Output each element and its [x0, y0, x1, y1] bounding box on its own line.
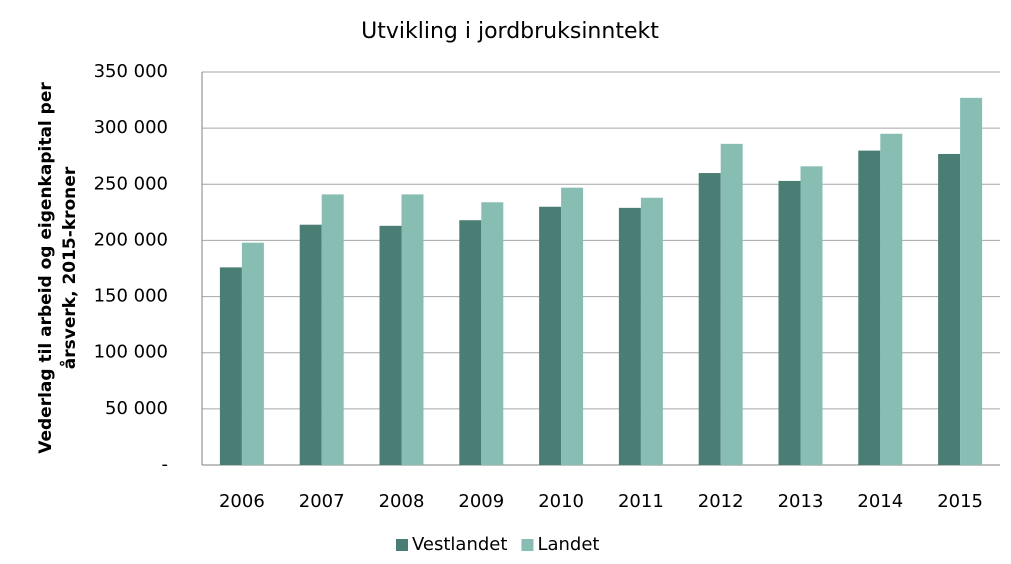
bar — [459, 220, 482, 465]
x-tick-label: 2012 — [698, 491, 744, 512]
y-tick-label: - — [162, 454, 169, 475]
bar — [698, 173, 721, 466]
x-tick-label: 2011 — [618, 491, 664, 512]
y-tick-label: 150 000 — [94, 286, 168, 307]
bar — [539, 206, 562, 465]
legend-label: Vestlandet — [412, 534, 507, 555]
bar — [960, 97, 983, 465]
y-tick-label: 350 000 — [94, 61, 168, 82]
bar — [938, 153, 961, 465]
bar — [640, 197, 663, 465]
y-tick-label: 200 000 — [94, 229, 168, 250]
bar — [481, 202, 504, 465]
legend-swatch — [521, 539, 534, 551]
y-tick-label: 50 000 — [105, 398, 168, 419]
x-tick-label: 2015 — [937, 491, 983, 512]
y-tick-label: 250 000 — [94, 173, 168, 194]
y-tick-label: 300 000 — [94, 117, 168, 138]
bar — [401, 194, 424, 466]
x-tick-label: 2013 — [778, 491, 824, 512]
bar — [778, 180, 801, 465]
y-axis-title: Vederlag til arbeid og eigenkapital per — [36, 82, 56, 454]
bar — [219, 267, 242, 465]
chart-title: Utvikling i jordbruksinntekt — [361, 19, 659, 44]
x-tick-label: 2008 — [379, 491, 425, 512]
bar — [858, 150, 881, 465]
x-tick-label: 2009 — [458, 491, 504, 512]
bar — [561, 187, 584, 465]
x-tick-label: 2010 — [538, 491, 584, 512]
bar — [618, 207, 641, 465]
bar — [299, 224, 322, 465]
legend-label: Landet — [537, 534, 599, 555]
bar — [241, 242, 264, 465]
x-tick-label: 2006 — [219, 491, 265, 512]
x-tick-label: 2007 — [299, 491, 345, 512]
bar — [800, 166, 823, 465]
bar — [321, 194, 344, 466]
legend-swatch — [396, 539, 408, 551]
y-axis-title: årsverk, 2015-kroner — [58, 166, 80, 369]
x-tick-label: 2014 — [857, 491, 903, 512]
bar — [720, 143, 743, 465]
bar — [880, 133, 903, 465]
y-tick-label: 100 000 — [94, 342, 168, 363]
bar — [379, 225, 402, 465]
